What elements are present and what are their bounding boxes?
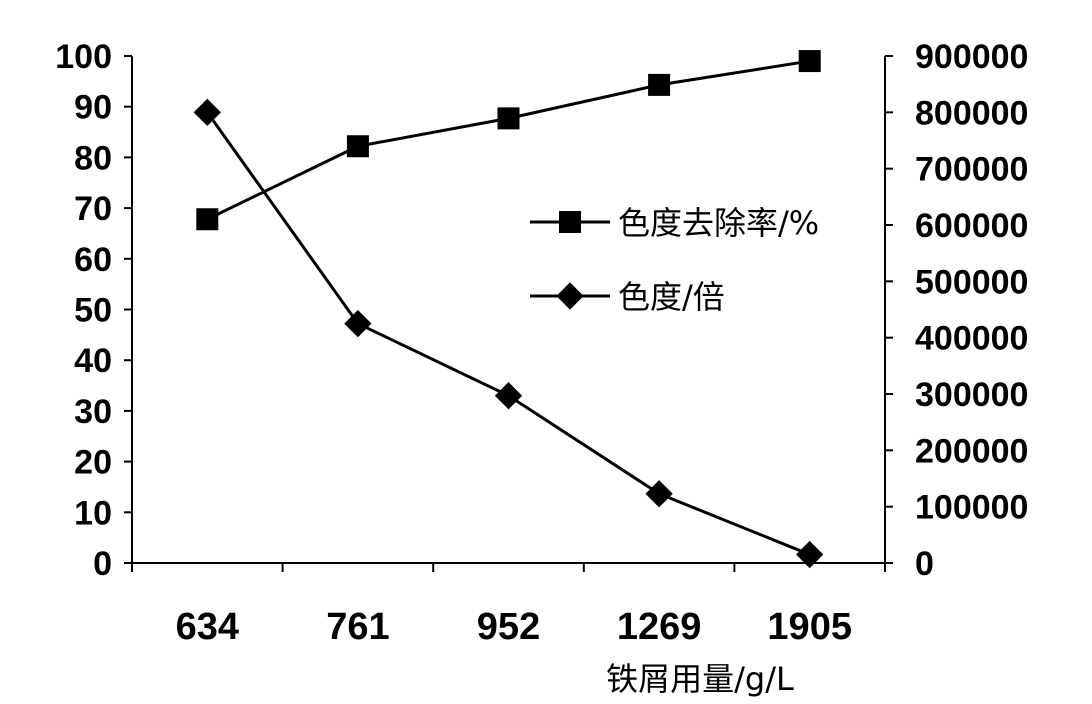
left-tick-label: 20 [74, 444, 112, 482]
left-tick-label: 30 [74, 393, 112, 431]
data-point-diamond [193, 98, 221, 126]
right-tick-label: 600000 [915, 207, 1028, 245]
data-point-square [798, 50, 821, 73]
legend-marker-diamond [556, 282, 584, 310]
right-axis-ticks: 0 100000 200000 300000 400000 500000 600000 700… [885, 38, 1028, 583]
legend-label: 色度去除率/% [618, 204, 819, 242]
data-point-diamond [645, 480, 673, 508]
data-point-diamond [344, 309, 372, 338]
left-tick-label: 100 [55, 38, 112, 76]
series-0 [196, 50, 821, 231]
data-point-square [648, 73, 671, 96]
data-point-square [196, 208, 219, 231]
right-tick-label: 200000 [915, 432, 1028, 470]
series-line [206, 111, 811, 556]
x-axis-ticks: 634 761 952 1269 1905 [131, 563, 886, 648]
left-tick-label: 60 [74, 241, 112, 279]
right-tick-label: 500000 [915, 263, 1028, 301]
series-line [206, 59, 810, 221]
right-tick-label: 100000 [915, 489, 1028, 527]
left-tick-label: 80 [74, 139, 112, 177]
data-point-diamond [796, 540, 824, 569]
series-layer [193, 50, 824, 569]
x-axis-title: 铁屑用量/g/L [606, 660, 794, 698]
data-point-square [497, 107, 520, 130]
data-point-diamond [494, 382, 523, 410]
x-tick-label: 634 [176, 606, 239, 648]
left-tick-label: 50 [74, 292, 112, 330]
data-point-square [346, 135, 369, 158]
right-tick-label: 800000 [915, 94, 1028, 132]
legend: 色度去除率/% 色度/倍 [530, 204, 819, 316]
legend-marker-square [559, 211, 581, 233]
left-tick-label: 40 [74, 342, 112, 380]
left-tick-label: 70 [74, 190, 112, 228]
axes [131, 56, 886, 564]
right-tick-label: 700000 [915, 151, 1028, 189]
right-tick-label: 0 [915, 545, 934, 583]
x-tick-label: 761 [326, 606, 389, 648]
series-1 [193, 98, 824, 569]
x-tick-label: 1269 [617, 606, 702, 648]
legend-label: 色度/倍 [618, 278, 725, 316]
left-axis-ticks: 0 10 20 30 40 50 60 70 80 90 100 [55, 38, 132, 583]
left-tick-label: 10 [74, 494, 112, 532]
left-tick-label: 0 [93, 545, 112, 583]
right-tick-label: 900000 [915, 38, 1028, 76]
x-tick-label: 952 [477, 606, 540, 648]
left-tick-label: 90 [74, 89, 112, 127]
x-tick-label: 1905 [767, 606, 852, 648]
right-tick-label: 300000 [915, 376, 1028, 414]
right-tick-label: 400000 [915, 320, 1028, 358]
